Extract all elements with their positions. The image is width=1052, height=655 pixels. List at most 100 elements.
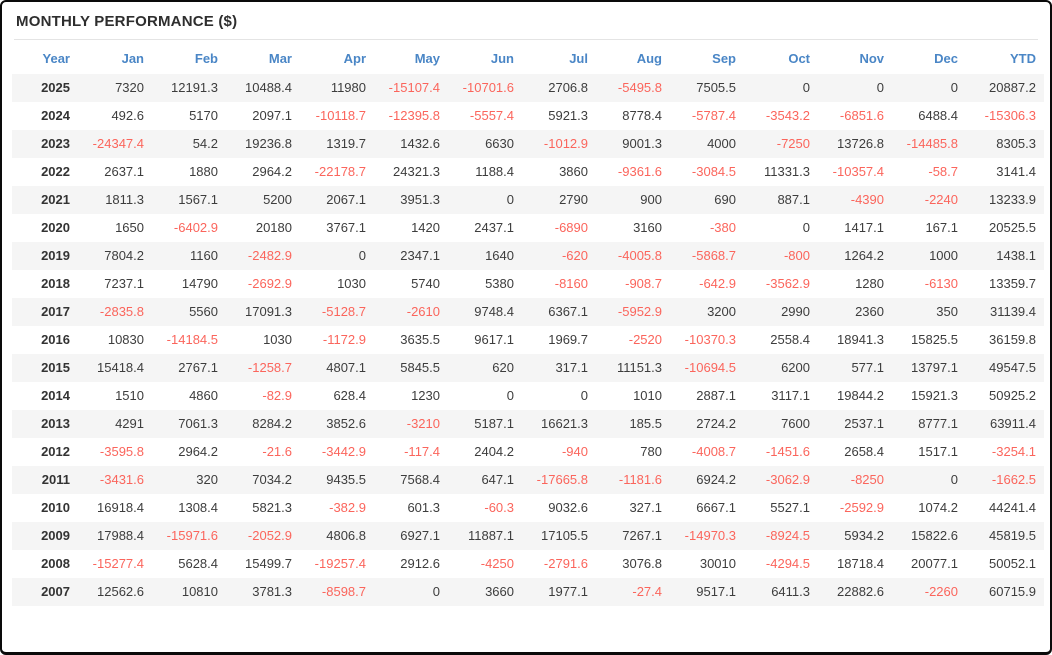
sep-value-cell: -380 bbox=[709, 220, 736, 235]
year-cell: 2007 bbox=[12, 578, 78, 606]
table-row: 2013 4291 7061.3 8284.2 3852.6 -3210 5187.1 166… bbox=[12, 410, 1044, 438]
aug-value-cell: -9361.6 bbox=[617, 164, 662, 179]
column-header-may: May bbox=[414, 51, 440, 66]
table-row: 2022 2637.1 1880 2964.2 -22178.7 24321.3 1188.… bbox=[12, 158, 1044, 186]
year-cell: 2017 bbox=[12, 298, 78, 326]
year-cell: 2011 bbox=[12, 466, 78, 494]
year-cell: 2019 bbox=[12, 242, 78, 270]
sep-value-cell: -14970.3 bbox=[670, 522, 744, 550]
year-cell: 2010 bbox=[41, 500, 70, 515]
feb-value-cell: 1308.4 bbox=[178, 500, 218, 515]
mar-value-cell: 5200 bbox=[226, 186, 300, 214]
oct-value-cell: -7250 bbox=[744, 130, 818, 158]
oct-value-cell: 3117.1 bbox=[771, 388, 810, 403]
nov-value-cell: 2658.4 bbox=[844, 444, 884, 459]
jun-value-cell: 647.1 bbox=[448, 466, 522, 494]
nov-value-cell: -4390 bbox=[818, 186, 892, 214]
table-row: 2010 16918.4 1308.4 5821.3 -382.9 601.3 -60.3 9… bbox=[12, 494, 1044, 522]
mar-value-cell: -21.6 bbox=[262, 444, 292, 459]
jul-value-cell: 2790 bbox=[522, 186, 596, 214]
dec-value-cell: 167.1 bbox=[925, 220, 958, 235]
aug-value-cell: 900 bbox=[596, 186, 670, 214]
mar-value-cell: -2052.9 bbox=[226, 522, 300, 550]
dec-value-cell: 1074.2 bbox=[918, 500, 958, 515]
dec-value-cell: -2260 bbox=[892, 578, 966, 606]
table-row: 2017 -2835.8 5560 17091.3 -5128.7 -2610 9748.4… bbox=[12, 298, 1044, 326]
may-value-cell: 1432.6 bbox=[374, 130, 448, 158]
sep-value-cell: 9517.1 bbox=[670, 578, 744, 606]
jul-value-cell: 6367.1 bbox=[522, 298, 596, 326]
monthly-performance-table: Year Jan Feb Mar Apr May Jun Jul Aug Sep Oct Nov Dec… bbox=[12, 42, 1044, 606]
feb-value-cell: 1160 bbox=[152, 242, 226, 270]
jan-value-cell: -3431.6 bbox=[78, 466, 152, 494]
may-value-cell: -12395.8 bbox=[388, 108, 440, 123]
mar-value-cell: -82.9 bbox=[262, 388, 292, 403]
aug-value-cell: 780 bbox=[640, 444, 662, 459]
apr-value-cell: -5128.7 bbox=[300, 298, 374, 326]
may-value-cell: 2347.1 bbox=[374, 242, 448, 270]
column-header-aug: Aug bbox=[636, 51, 662, 66]
column-header-ytd: YTD bbox=[1010, 51, 1036, 66]
apr-value-cell: 0 bbox=[300, 242, 374, 270]
dec-value-cell: 0 bbox=[892, 74, 966, 102]
aug-value-cell: -5495.8 bbox=[596, 74, 670, 102]
mar-value-cell: 19236.8 bbox=[226, 130, 300, 158]
jan-value-cell: 7804.2 bbox=[78, 242, 152, 270]
may-value-cell: 5740 bbox=[411, 276, 440, 291]
jan-value-cell: 7320 bbox=[78, 74, 152, 102]
jul-value-cell: 9032.6 bbox=[548, 500, 588, 515]
dec-value-cell: -2240 bbox=[892, 186, 966, 214]
sep-value-cell: 6667.1 bbox=[696, 500, 736, 515]
jul-value-cell: 3860 bbox=[559, 164, 588, 179]
sep-value-cell: 2724.2 bbox=[670, 410, 744, 438]
jan-value-cell: 1650 bbox=[115, 220, 144, 235]
feb-value-cell: 2767.1 bbox=[152, 354, 226, 382]
table-row: 2015 15418.4 2767.1 -1258.7 4807.1 5845.5 620 3… bbox=[12, 354, 1044, 382]
jun-value-cell: -5557.4 bbox=[469, 108, 514, 123]
jun-value-cell: 5380 bbox=[485, 276, 514, 291]
page-title: MONTHLY PERFORMANCE ($) bbox=[16, 13, 238, 30]
nov-value-cell: 13726.8 bbox=[818, 130, 892, 158]
ytd-value-cell: 8305.3 bbox=[966, 130, 1044, 158]
apr-value-cell: -10118.7 bbox=[315, 108, 366, 123]
jun-value-cell: -4250 bbox=[480, 556, 514, 571]
jul-value-cell: 16621.3 bbox=[522, 410, 596, 438]
dec-value-cell: -14485.8 bbox=[892, 130, 966, 158]
column-header-jan: Jan bbox=[121, 51, 144, 66]
jul-value-cell: -940 bbox=[561, 444, 588, 459]
dec-value-cell: 0 bbox=[892, 466, 966, 494]
nov-value-cell: -8250 bbox=[818, 466, 892, 494]
aug-value-cell: -5952.9 bbox=[596, 298, 670, 326]
nov-value-cell: -6851.6 bbox=[839, 108, 884, 123]
ytd-value-cell: -1662.5 bbox=[966, 466, 1044, 494]
may-value-cell: 2912.6 bbox=[400, 556, 440, 571]
jul-value-cell: -1012.9 bbox=[522, 130, 596, 158]
mar-value-cell: -2482.9 bbox=[226, 242, 300, 270]
dec-value-cell: 15822.6 bbox=[892, 522, 966, 550]
sep-value-cell: -5787.4 bbox=[691, 108, 736, 123]
oct-value-cell: 0 bbox=[744, 74, 818, 102]
sep-value-cell: 3200 bbox=[670, 298, 744, 326]
dec-value-cell: 15825.5 bbox=[911, 332, 958, 347]
jul-value-cell: -620 bbox=[522, 242, 596, 270]
jan-value-cell: -2835.8 bbox=[78, 298, 152, 326]
jun-value-cell: 6630 bbox=[448, 130, 522, 158]
mar-value-cell: 5821.3 bbox=[252, 500, 292, 515]
apr-value-cell: -8598.7 bbox=[300, 578, 374, 606]
aug-value-cell: -4005.8 bbox=[596, 242, 670, 270]
may-value-cell: 5845.5 bbox=[374, 354, 448, 382]
oct-value-cell: 6200 bbox=[744, 354, 818, 382]
feb-value-cell: 2964.2 bbox=[178, 444, 218, 459]
ytd-value-cell: -15306.3 bbox=[984, 108, 1036, 123]
apr-value-cell: 1030 bbox=[337, 276, 366, 291]
ytd-value-cell: -3254.1 bbox=[991, 444, 1036, 459]
nov-value-cell: 577.1 bbox=[818, 354, 892, 382]
jun-value-cell: 0 bbox=[448, 186, 522, 214]
sep-value-cell: 4000 bbox=[670, 130, 744, 158]
nov-value-cell: 18718.4 bbox=[837, 556, 884, 571]
apr-value-cell: 4807.1 bbox=[300, 354, 374, 382]
oct-value-cell: 887.1 bbox=[744, 186, 818, 214]
jan-value-cell: 4291 bbox=[78, 410, 152, 438]
jul-value-cell: 1969.7 bbox=[548, 332, 588, 347]
jun-value-cell: 2437.1 bbox=[474, 220, 514, 235]
